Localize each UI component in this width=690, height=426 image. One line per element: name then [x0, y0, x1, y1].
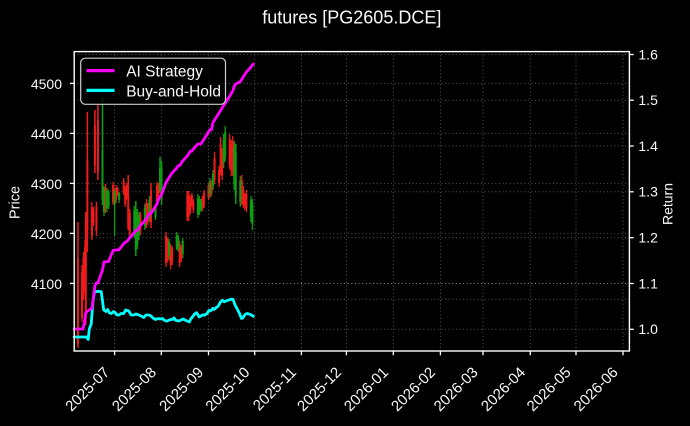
svg-text:Buy-and-Hold: Buy-and-Hold [126, 83, 221, 100]
svg-text:1.0: 1.0 [638, 321, 658, 337]
svg-text:4400: 4400 [31, 126, 62, 142]
svg-text:AI Strategy: AI Strategy [126, 63, 203, 80]
svg-text:1.2: 1.2 [638, 230, 658, 246]
svg-text:4500: 4500 [31, 76, 62, 92]
svg-text:1.5: 1.5 [638, 92, 658, 108]
svg-text:futures [PG2605.DCE]: futures [PG2605.DCE] [262, 8, 441, 28]
svg-text:1.4: 1.4 [638, 138, 658, 154]
svg-text:1.6: 1.6 [638, 46, 658, 62]
svg-text:Price: Price [8, 186, 24, 219]
svg-text:1.3: 1.3 [638, 184, 658, 200]
svg-text:4300: 4300 [31, 176, 62, 192]
svg-text:4200: 4200 [31, 226, 62, 242]
svg-text:4100: 4100 [31, 276, 62, 292]
svg-text:1.1: 1.1 [638, 275, 658, 291]
svg-text:Return: Return [660, 183, 676, 225]
